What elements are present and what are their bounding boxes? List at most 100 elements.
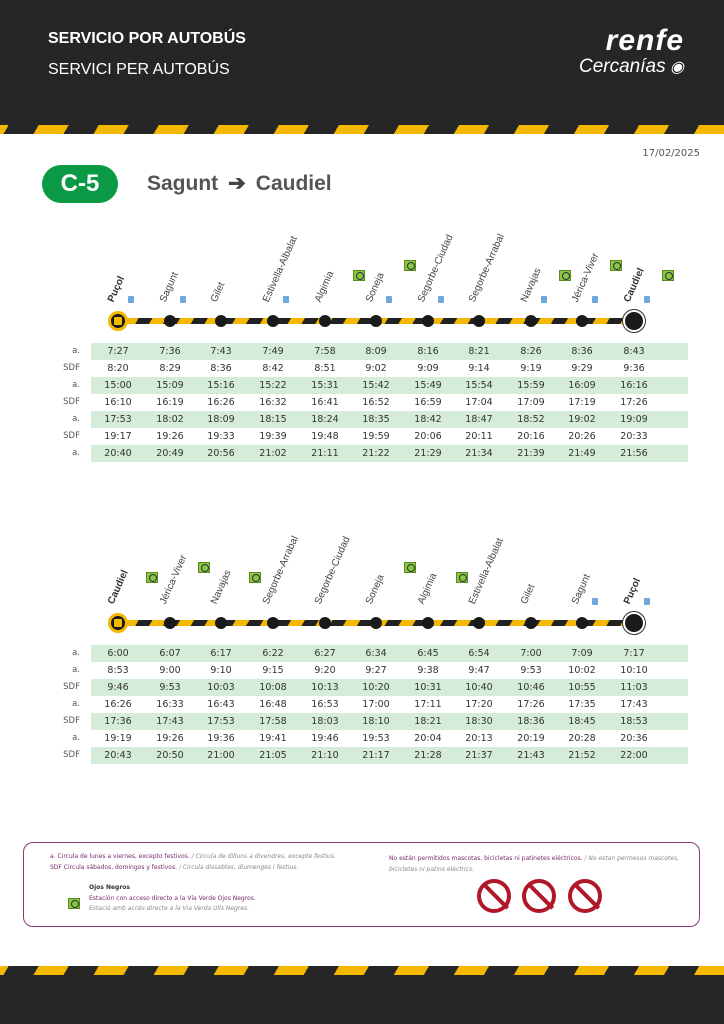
- time-cell: 15:42: [362, 380, 390, 391]
- time-cell: 8:51: [314, 363, 336, 374]
- header-title: SERVICIO POR AUTOBÚS: [48, 30, 246, 47]
- table-row: a. 8:53 9:00 9:10 9:15 9:20 9:27 9:38 9:47 9:53 10…: [40, 662, 688, 679]
- legend-a-text: a. Circula de lunes a viernes, excepto f…: [50, 853, 190, 860]
- table-row: a. 7:27 7:36 7:43 7:49 7:58 8:09 8:16 8:21 8:26 8:…: [40, 343, 688, 360]
- table-row: SDF 16:10 16:19 16:26 16:32 16:41 16:52 16:59 17…: [40, 394, 688, 411]
- time-cell: 19:41: [259, 733, 287, 744]
- time-cell: 8:42: [262, 363, 284, 374]
- legend-pets-ca: / No estan permesos mascotes, bicicletes…: [389, 855, 680, 873]
- time-cell: 9:47: [468, 665, 490, 676]
- time-cell: 19:59: [362, 431, 390, 442]
- stop-dot: [576, 617, 588, 629]
- time-cell: 17:20: [465, 699, 493, 710]
- time-cell: 9:38: [417, 665, 439, 676]
- stop-dot: [164, 617, 176, 629]
- time-cell: 18:02: [156, 414, 184, 425]
- time-cell: 16:26: [207, 397, 235, 408]
- time-cell: 10:03: [207, 682, 235, 693]
- station-label: Puçol: [621, 576, 644, 606]
- time-cell: 22:00: [620, 750, 648, 761]
- time-cell: 20:11: [465, 431, 493, 442]
- time-cell: 18:36: [517, 716, 545, 727]
- time-cell: 6:27: [314, 648, 336, 659]
- route-title: Sagunt ➔ Caudiel: [147, 171, 332, 196]
- time-cell: 8:36: [571, 346, 593, 357]
- time-cell: 21:11: [311, 448, 339, 459]
- time-cell: 16:32: [259, 397, 287, 408]
- time-cell: 17:58: [259, 716, 287, 727]
- time-cell: 16:26: [104, 699, 132, 710]
- time-cell: 7:49: [262, 346, 284, 357]
- time-cell: 15:59: [517, 380, 545, 391]
- time-cell: 21:52: [568, 750, 596, 761]
- time-cell: 8:29: [159, 363, 181, 374]
- time-cell: 15:54: [465, 380, 493, 391]
- time-cell: 21:28: [414, 750, 442, 761]
- time-cell: 20:50: [156, 750, 184, 761]
- time-cell: 21:56: [620, 448, 648, 459]
- line-badge: C-5: [42, 165, 118, 203]
- brand-sub: Cercanías: [578, 56, 666, 77]
- service-type: a.: [72, 414, 80, 424]
- time-cell: 6:17: [210, 648, 232, 659]
- time-cell: 19:09: [620, 414, 648, 425]
- time-cell: 7:27: [107, 346, 129, 357]
- via-verde-icon: [559, 270, 571, 281]
- time-cell: 18:35: [362, 414, 390, 425]
- time-cell: 7:09: [571, 648, 593, 659]
- stop-dot: [215, 315, 227, 327]
- time-cell: 18:21: [414, 716, 442, 727]
- time-cell: 16:48: [259, 699, 287, 710]
- footer: [0, 975, 724, 1024]
- time-cell: 21:02: [259, 448, 287, 459]
- stop-dot: [319, 315, 331, 327]
- date: 17/02/2025: [642, 148, 700, 159]
- time-cell: 18:30: [465, 716, 493, 727]
- time-cell: 21:39: [517, 448, 545, 459]
- time-cell: 18:53: [620, 716, 648, 727]
- time-cell: 21:17: [362, 750, 390, 761]
- time-cell: 20:26: [568, 431, 596, 442]
- service-type: a.: [72, 648, 80, 658]
- via-verde-icon: [404, 562, 416, 573]
- ticket-icon: [128, 296, 134, 303]
- legend-sdf-ca: / Circula dissabtes, diumenges i festius…: [178, 864, 299, 871]
- time-cell: 21:05: [259, 750, 287, 761]
- legend-pets-text: No están permitidos mascotas, bicicletas…: [389, 855, 583, 862]
- time-cell: 21:00: [207, 750, 235, 761]
- time-cell: 21:43: [517, 750, 545, 761]
- time-cell: 20:06: [414, 431, 442, 442]
- time-cell: 6:00: [107, 648, 129, 659]
- time-cell: 20:36: [620, 733, 648, 744]
- stop-dot: [164, 315, 176, 327]
- legend-a: a. Circula de lunes a viernes, excepto f…: [50, 853, 336, 860]
- time-cell: 19:39: [259, 431, 287, 442]
- time-cell: 16:53: [311, 699, 339, 710]
- time-cell: 7:36: [159, 346, 181, 357]
- no-scooters-icon: [568, 879, 602, 913]
- table-row: a. 17:53 18:02 18:09 18:15 18:24 18:35 18:42 18:…: [40, 411, 688, 428]
- time-cell: 20:13: [465, 733, 493, 744]
- time-cell: 15:09: [156, 380, 184, 391]
- time-cell: 19:26: [156, 431, 184, 442]
- time-cell: 16:10: [104, 397, 132, 408]
- time-cell: 20:19: [517, 733, 545, 744]
- time-cell: 16:59: [414, 397, 442, 408]
- bus-icon: [108, 311, 128, 331]
- time-cell: 18:09: [207, 414, 235, 425]
- station-label: Caudiel: [105, 568, 131, 606]
- time-cell: 21:22: [362, 448, 390, 459]
- table-row: a. 6:00 6:07 6:17 6:22 6:27 6:34 6:45 6:54 7:00 7:…: [40, 645, 688, 662]
- time-cell: 21:29: [414, 448, 442, 459]
- legend-a-ca: / Circula de dilluns a divendres, except…: [191, 853, 336, 860]
- via-verde-icon: [198, 562, 210, 573]
- time-cell: 9:09: [417, 363, 439, 374]
- time-cell: 8:36: [210, 363, 232, 374]
- time-cell: 17:09: [517, 397, 545, 408]
- time-cell: 8:43: [623, 346, 645, 357]
- terminal-stop: [625, 614, 643, 632]
- service-type: SDF: [63, 397, 80, 407]
- header: SERVICIO POR AUTOBÚS SERVICI PER AUTOBÚS…: [0, 0, 724, 126]
- legend-sdf: SDF Circula sábados, domingos y festivos…: [50, 864, 298, 871]
- station-label: Segorbe-Ciudad: [312, 534, 353, 606]
